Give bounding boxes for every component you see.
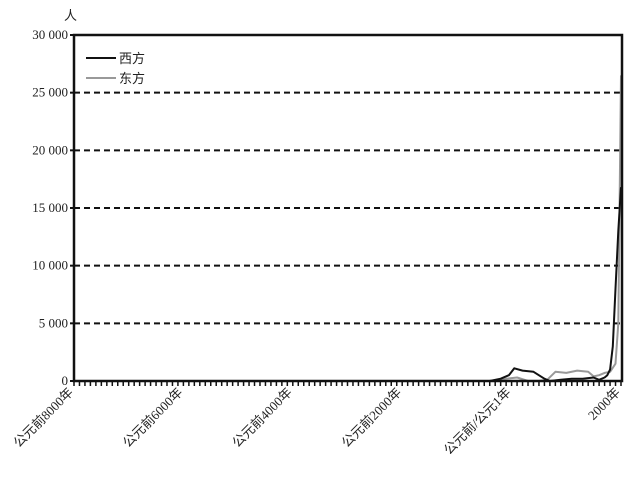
- y-tick-label: 10 000: [32, 258, 68, 273]
- x-tick-label: 公元前6000年: [120, 385, 186, 451]
- y-tick-label: 0: [62, 373, 69, 388]
- x-tick-label: 公元前8000年: [10, 385, 76, 451]
- legend: 西方 东方: [86, 51, 145, 86]
- y-tick-label: 25 000: [32, 85, 68, 100]
- y-tick-label: 5 000: [39, 315, 68, 330]
- x-tick-label: 2000年: [585, 385, 623, 423]
- series-line-east: [74, 75, 622, 382]
- x-tick-label: 公元前4000年: [229, 385, 295, 451]
- x-tick-label: 公元前2000年: [339, 385, 405, 451]
- series-line-west: [74, 187, 622, 382]
- plot-frame: [72, 33, 624, 383]
- y-tick-label: 20 000: [32, 142, 68, 157]
- x-tick-label: 公元前/公元1年: [441, 385, 514, 458]
- y-tick-label: 30 000: [32, 27, 68, 42]
- y-tick-label: 15 000: [32, 200, 68, 215]
- legend-label-west: 西方: [119, 51, 145, 66]
- legend-label-east: 东方: [119, 71, 145, 86]
- y-axis-label: 人: [64, 8, 77, 23]
